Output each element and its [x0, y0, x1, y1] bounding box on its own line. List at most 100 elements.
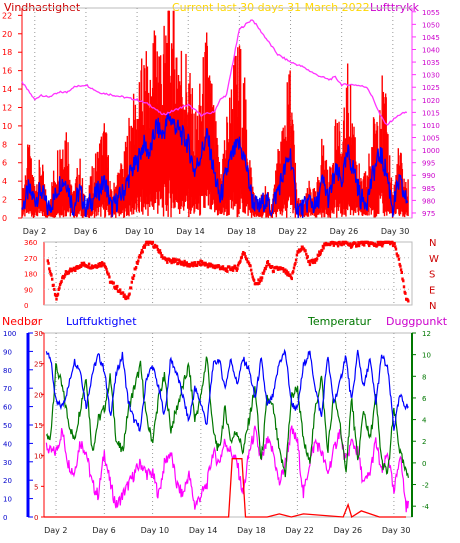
wind-direction-mark — [147, 242, 150, 246]
wind-direction-mark — [271, 265, 274, 268]
wind-direction-mark — [360, 240, 364, 244]
wind-direction-mark — [247, 260, 250, 264]
panel3-legend: Nedbør Luftfuktighet Temperatur Duggpunkt — [2, 315, 448, 328]
wind-direction-mark — [336, 244, 340, 248]
wind-direction-mark — [172, 260, 175, 264]
wind-direction-mark — [332, 243, 335, 247]
legend-label: Duggpunkt — [386, 315, 448, 328]
y-left-tick-label: 16 — [2, 67, 12, 76]
y-temperatur-tick-label: -4 — [422, 503, 430, 511]
wind-direction-mark — [70, 269, 73, 273]
y-right-tick-label: 1020 — [422, 97, 440, 105]
wind-direction-mark — [158, 249, 162, 253]
wind-direction-mark — [301, 245, 304, 249]
wind-direction-mark — [116, 284, 119, 288]
wind-direction-mark — [402, 279, 405, 283]
wind-direction-mark — [128, 292, 131, 296]
wind-direction-mark — [308, 260, 311, 264]
humidity-line — [45, 348, 409, 432]
wind-direction-mark — [381, 244, 384, 248]
wind-direction-mark — [51, 277, 54, 281]
y-luftfuktighet-tick-label: 10 — [34, 453, 43, 461]
wind-direction-mark — [165, 257, 168, 261]
wind-direction-mark — [252, 278, 256, 282]
x-tick-label: Day 18 — [227, 227, 256, 236]
wind-direction-mark — [159, 251, 162, 255]
wind-direction-mark — [317, 254, 320, 257]
wind-direction-mark — [305, 252, 308, 256]
wind-direction-mark — [221, 265, 225, 269]
wind-direction-mark — [137, 259, 140, 263]
wind-direction-mark — [64, 273, 67, 277]
wind-direction-mark — [260, 276, 264, 280]
wind-direction-mark — [235, 268, 238, 272]
compass-label: N — [429, 301, 436, 312]
wind-direction-mark — [292, 266, 296, 270]
wind-direction-mark — [211, 263, 214, 267]
y-right-tick-label: 995 — [422, 160, 435, 168]
wind-direction-mark — [130, 280, 133, 284]
wind-pressure-panel: Day 2 Day 6 Day 10 Day 14 Day 18 Day 22 Day 26… — [2, 7, 440, 236]
wind-direction-mark — [200, 260, 204, 264]
wind-direction-mark — [244, 255, 247, 259]
y-nedbor-tick-label: 90 — [3, 348, 12, 356]
wind-direction-mark — [127, 296, 130, 300]
dewpoint-line — [45, 425, 409, 513]
wind-direction-mark — [153, 243, 157, 247]
wind-direction-mark — [72, 268, 75, 272]
wind-direction-mark — [206, 265, 209, 269]
wind-direction-mark — [294, 261, 297, 265]
wind-direction-mark — [161, 254, 164, 258]
wind-direction-mark — [138, 254, 141, 257]
wind-average-line — [21, 113, 409, 219]
wind-direction-mark — [266, 260, 270, 263]
wind-direction-mark — [321, 244, 325, 248]
wind-direction-mark — [141, 250, 144, 254]
wind-direction-mark — [378, 240, 382, 244]
x-tick-label: Day 10 — [141, 526, 170, 535]
wind-direction-mark — [340, 243, 343, 247]
y-tick-label: 90 — [24, 286, 33, 294]
wind-direction-mark — [236, 267, 239, 271]
wind-direction-mark — [395, 252, 398, 256]
wind-direction-mark — [155, 245, 159, 249]
wind-direction-mark — [357, 244, 361, 248]
y-right-tick-label: 980 — [422, 197, 435, 205]
y-temperatur-tick-label: 12 — [422, 330, 431, 338]
wind-direction-mark — [290, 277, 293, 281]
wind-direction-mark — [61, 274, 65, 278]
wind-direction-mark — [338, 240, 341, 244]
wind-direction-mark — [319, 251, 322, 255]
wind-direction-mark — [249, 264, 252, 268]
wind-direction-mark — [123, 293, 126, 297]
compass-label: S — [429, 270, 435, 281]
y-tick-label: 360 — [24, 239, 37, 247]
y-right-tick-label: 1045 — [422, 34, 440, 42]
y-nedbor-tick-label: 40 — [3, 440, 12, 448]
wind-direction-mark — [234, 264, 237, 268]
wind-direction-mark — [46, 259, 49, 263]
y-right-tick-label: 1050 — [422, 21, 440, 29]
wind-direction-mark — [57, 288, 60, 291]
wind-direction-mark — [308, 263, 312, 267]
temperature-line — [45, 356, 409, 479]
wind-direction-mark — [190, 263, 193, 267]
y-left-tick-label: 20 — [2, 30, 12, 39]
wind-direction-mark — [407, 299, 410, 303]
wind-direction-mark — [239, 259, 242, 263]
y-luftfuktighet-tick-label: 20 — [34, 391, 43, 399]
wind-direction-mark — [402, 285, 406, 289]
y-nedbor-tick-label: 70 — [3, 385, 12, 393]
wind-direction-mark — [176, 262, 180, 265]
x-tick-label: Day 18 — [237, 526, 266, 535]
wind-direction-mark — [258, 281, 261, 285]
y-right-tick-label: 1010 — [422, 122, 440, 130]
wind-direction-mark — [195, 264, 199, 267]
wind-direction-mark — [258, 279, 262, 283]
wind-direction-mark — [336, 241, 339, 245]
y-temperatur-tick-label: -2 — [422, 482, 429, 490]
rain-humidity-temperature-panel: Day 2 Day 6 Day 10 Day 14 Day 18 Day 22 Day 26… — [3, 330, 431, 535]
y-nedbor-tick-label: 10 — [3, 496, 12, 504]
y-right-tick-label: 1055 — [422, 9, 440, 17]
